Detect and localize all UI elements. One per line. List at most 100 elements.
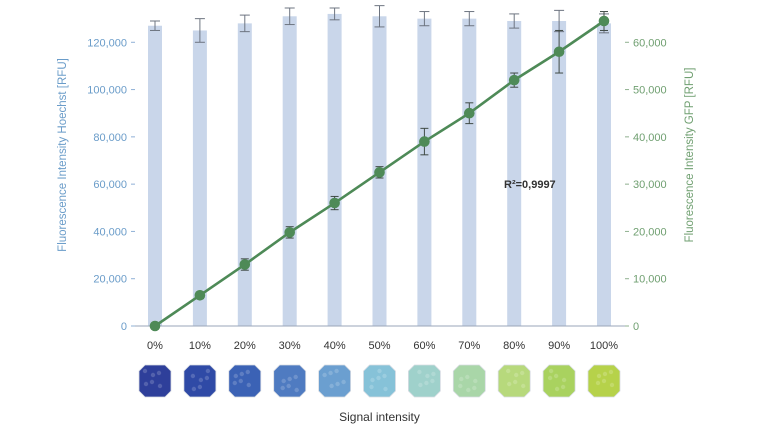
well-texture [383,386,388,392]
left-tick-label: 40,000 [93,226,127,238]
x-axis-ticks: 0% 10% 20% 30% 40% 50% 60% 70% 80% 90% 100% [147,340,618,352]
bar-error-bars [150,5,609,43]
right-axis-ticks: 0 10,000 20,000 30,000 40,000 50,000 60,000 [625,37,667,333]
right-tick-label: 50,000 [633,85,667,97]
well-texture [233,373,238,379]
x-tick-label: 70% [458,340,480,352]
data-point [553,46,565,58]
bar [148,25,162,326]
right-tick-label: 10,000 [633,274,667,286]
well-image [542,364,576,398]
well-texture [418,382,423,388]
well-texture [547,375,553,381]
well-texture [370,377,375,383]
bar [192,30,207,326]
x-tick-label: 90% [548,340,570,352]
well-texture [369,384,374,390]
left-tick-label: 120,000 [87,37,127,49]
well-texture [150,372,156,378]
r-squared-annotation: R²=0,9997 [504,179,556,191]
x-tick-label: 0% [147,340,163,352]
data-point [194,289,206,301]
left-axis-ticks: 0 20,000 40,000 60,000 80,000 100,000 120,000 [87,37,135,333]
well-image [228,364,262,398]
well-texture [513,379,518,385]
well-texture [560,384,566,390]
well-texture [554,386,560,392]
well-image [138,364,172,398]
left-axis-title: Fluorescence Intensity Hoechst [RFU] [57,58,69,252]
well-image [497,364,531,398]
well-texture [431,371,436,377]
well-texture [472,385,477,391]
x-tick-label: 10% [189,340,211,352]
well-texture [322,372,327,378]
left-tick-label: 80,000 [93,132,127,144]
x-tick-label: 50% [368,340,390,352]
well-texture [238,378,243,384]
well-image [273,364,307,398]
bar [462,18,477,327]
well-texture [507,381,512,387]
well-texture [281,378,286,384]
well-images [138,364,621,398]
bar [507,21,522,327]
data-point [284,227,296,238]
bar [417,18,432,327]
well-texture [425,373,430,379]
well-texture [561,377,567,383]
data-point [329,197,340,209]
well-texture [424,380,429,386]
well-texture [328,370,333,376]
well-texture [197,384,203,390]
well-texture [430,378,435,384]
well-image [183,364,217,398]
well-texture [595,380,601,386]
well-texture [149,379,155,385]
x-tick-label: 40% [324,340,346,352]
data-point [419,136,430,147]
x-tick-label: 60% [413,340,435,352]
well-texture [473,378,478,384]
well-texture [280,385,285,391]
well-texture [335,381,340,387]
well-texture [341,379,346,385]
well-texture [466,387,471,393]
well-texture [596,373,602,379]
well-image [587,364,621,398]
right-tick-label: 40,000 [633,132,667,144]
left-tick-label: 0 [121,321,127,333]
well-texture [609,382,615,388]
well-texture [608,369,614,375]
well-texture [294,387,299,393]
well-texture [205,368,211,374]
right-axis-title-group: Fluorescence Intensity GFP [RFU] [684,68,696,243]
x-tick-label: 30% [279,340,301,352]
well-texture [377,368,382,374]
data-point [464,107,475,119]
left-tick-label: 100,000 [87,85,127,97]
bar [552,21,567,327]
well-texture [521,383,526,389]
left-tick-label: 60,000 [93,179,127,191]
well-texture [458,383,463,389]
x-tick-label: 100% [590,340,618,352]
well-texture [246,382,251,388]
well-texture [417,369,422,375]
well-texture [232,380,237,386]
well-texture [293,374,298,380]
well-image [363,364,396,398]
well-texture [506,368,511,374]
data-point [149,320,161,332]
well-image [318,364,351,398]
x-axis-title: Signal intensity [339,410,420,424]
well-texture [143,381,149,387]
well-texture [459,376,464,382]
well-texture [548,368,554,374]
well-texture [287,376,292,382]
right-tick-label: 20,000 [633,226,667,238]
well-texture [465,374,470,380]
well-texture [601,378,607,384]
right-axis-title: Fluorescence Intensity GFP [RFU] [684,68,696,243]
